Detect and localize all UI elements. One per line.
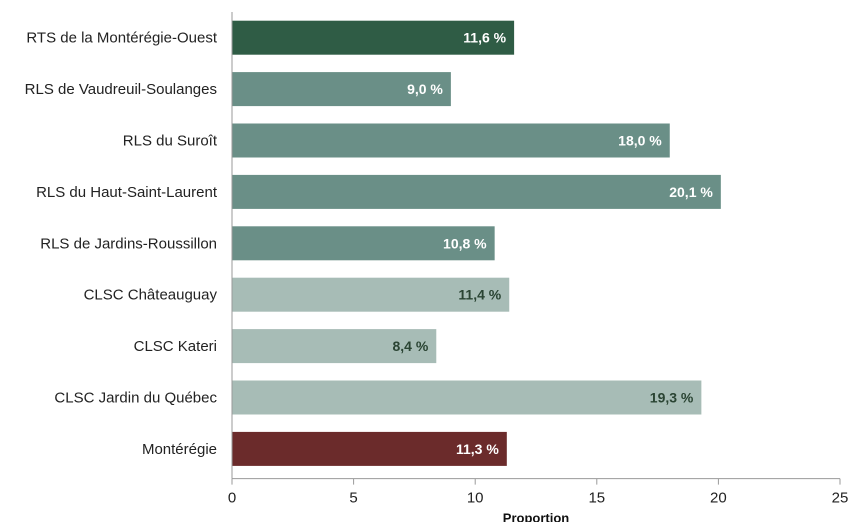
bar-3 xyxy=(232,174,721,209)
value-label-0: 11,6 % xyxy=(463,30,506,46)
category-label-0: RTS de la Montérégie-Ouest xyxy=(26,30,217,47)
x-tick-label-4: 20 xyxy=(710,490,727,507)
value-label-5: 11,4 % xyxy=(458,287,501,303)
x-tick-label-2: 10 xyxy=(467,490,484,507)
category-label-4: RLS de Jardins-Roussillon xyxy=(40,235,217,252)
x-tick-label-5: 25 xyxy=(832,490,849,507)
bar-8 xyxy=(232,431,507,466)
category-label-6: CLSC Kateri xyxy=(134,338,217,355)
category-label-1: RLS de Vaudreuil-Soulanges xyxy=(25,81,217,98)
value-label-8: 11,3 % xyxy=(456,441,499,457)
value-label-3: 20,1 % xyxy=(669,184,713,200)
category-label-7: CLSC Jardin du Québec xyxy=(54,390,217,407)
x-axis-title: Proportion xyxy=(503,511,569,522)
value-label-4: 10,8 % xyxy=(443,235,487,251)
value-labels-group: 11,6 % 9,0 % 18,0 % 20,1 % 10,8 % 11,4 % 8,4 %… xyxy=(392,30,713,457)
bars-group xyxy=(232,20,721,466)
bar-2 xyxy=(232,123,670,158)
bar-1 xyxy=(232,72,451,107)
bar-6 xyxy=(232,329,437,364)
bar-5 xyxy=(232,277,510,312)
category-label-2: RLS du Suroît xyxy=(123,133,218,150)
value-label-2: 18,0 % xyxy=(618,133,662,149)
category-label-5: CLSC Châteauguay xyxy=(84,287,218,304)
value-label-1: 9,0 % xyxy=(407,81,443,97)
category-labels-group: RTS de la Montérégie-Ouest RLS de Vaudreu… xyxy=(25,30,218,458)
category-label-3: RLS du Haut-Saint-Laurent xyxy=(36,184,218,201)
x-ticks-group: 0 5 10 15 20 25 xyxy=(228,478,849,507)
x-tick-label-3: 15 xyxy=(588,490,605,507)
value-label-6: 8,4 % xyxy=(392,338,428,354)
bar-4 xyxy=(232,226,495,261)
value-label-7: 19,3 % xyxy=(650,390,694,406)
category-label-8: Montérégie xyxy=(142,441,217,458)
x-tick-label-1: 5 xyxy=(349,490,357,507)
bar-0 xyxy=(232,20,515,55)
x-tick-label-0: 0 xyxy=(228,490,236,507)
bar-7 xyxy=(232,380,702,415)
